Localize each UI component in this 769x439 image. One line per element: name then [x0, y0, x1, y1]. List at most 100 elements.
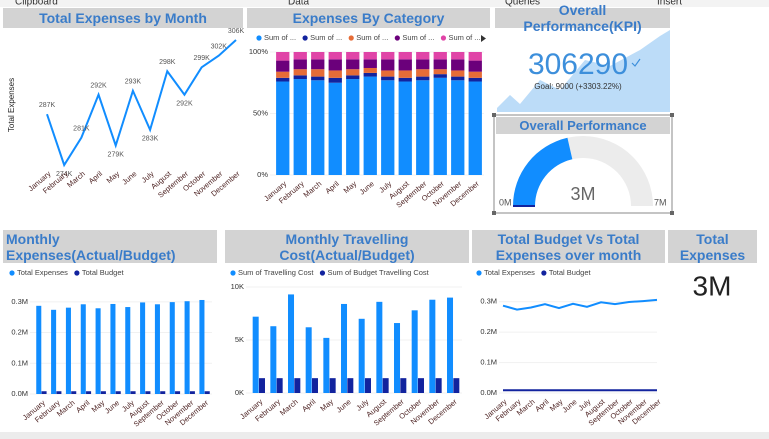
- y-tick-label: 0.3M: [480, 297, 497, 306]
- x-tick-label: May: [105, 169, 122, 185]
- bar: [80, 304, 86, 394]
- legend-marker: [230, 270, 236, 276]
- bar: [199, 299, 205, 394]
- data-label: 298K: [159, 59, 176, 66]
- bar: [329, 378, 336, 393]
- legend-marker: [476, 270, 482, 276]
- x-tick-label: March: [302, 179, 324, 199]
- ribbon-strip: [0, 0, 769, 7]
- bar-segment: [293, 69, 307, 76]
- bar-segment: [451, 52, 465, 60]
- bar-segment: [293, 52, 307, 60]
- bar-segment: [416, 69, 430, 77]
- chart-title: Monthly Travelling Cost(Actual/Budget): [225, 230, 469, 263]
- y-tick-label: 0.2M: [480, 327, 497, 336]
- x-tick-label: June: [334, 397, 352, 414]
- ribbon-label[interactable]: Data: [288, 0, 310, 8]
- data-label: 279K: [108, 151, 125, 158]
- y-tick-label: 100%: [249, 47, 269, 56]
- data-label: 274K: [56, 171, 73, 178]
- bar: [411, 310, 418, 393]
- handle: [670, 211, 674, 215]
- bar-segment: [451, 76, 465, 81]
- bar: [36, 305, 42, 394]
- bar-segment: [346, 59, 360, 70]
- bar-segment: [276, 77, 290, 82]
- bar-segment: [468, 71, 482, 78]
- data-label: 281K: [73, 126, 90, 133]
- gauge-value: [513, 137, 573, 206]
- data-label: 287K: [39, 102, 56, 109]
- bar: [189, 391, 195, 394]
- ribbon-label[interactable]: Insert: [657, 0, 682, 8]
- bar: [305, 327, 312, 393]
- legend-label: Total Expenses: [17, 268, 68, 277]
- x-tick-label: May: [342, 179, 359, 195]
- bar-segment: [276, 60, 290, 72]
- data-label: 292K: [90, 83, 107, 90]
- bar-segment: [311, 80, 325, 175]
- bar: [358, 318, 365, 393]
- bar-segment: [363, 52, 377, 60]
- bar-segment: [293, 59, 307, 70]
- y-axis-title: Total Expenses: [7, 78, 16, 132]
- bar-segment: [328, 52, 342, 60]
- bar-segment: [468, 77, 482, 82]
- bar: [56, 391, 62, 394]
- bar: [276, 378, 283, 393]
- bar-segment: [451, 80, 465, 175]
- bar-segment: [468, 52, 482, 61]
- y-tick-label: 0.1M: [480, 358, 497, 367]
- bar-segment: [398, 59, 412, 71]
- bar-segment: [433, 74, 447, 78]
- bar: [65, 307, 71, 394]
- legend-arrow[interactable]: [481, 35, 486, 42]
- legend-label: Total Budget: [82, 268, 125, 277]
- ribbon-label[interactable]: Clipboard: [15, 0, 58, 8]
- x-tick-label: April: [74, 398, 92, 415]
- y-tick-label: 0.3M: [11, 297, 28, 306]
- bar-segment: [416, 76, 430, 81]
- y-tick-label: 0.0M: [11, 389, 28, 398]
- chart-title: Overall Performance: [496, 117, 670, 134]
- bar: [447, 297, 454, 393]
- bar-segment: [328, 59, 342, 71]
- bar: [71, 391, 77, 394]
- chart-title: Total Budget Vs Total Expenses over mont…: [472, 230, 665, 263]
- legend-marker: [394, 35, 400, 41]
- bar: [175, 391, 181, 394]
- bar-segment: [381, 52, 395, 60]
- bar-segment: [311, 52, 325, 60]
- bar-segment: [433, 77, 447, 175]
- bar-segment: [398, 52, 412, 60]
- bar: [258, 378, 265, 393]
- handle: [492, 211, 496, 215]
- bar: [394, 323, 401, 393]
- bar: [184, 301, 190, 394]
- bar-segment: [398, 77, 412, 82]
- bar-segment: [311, 76, 325, 81]
- bar: [160, 391, 166, 394]
- data-label: 306K: [228, 28, 245, 35]
- x-tick-label: June: [103, 398, 121, 415]
- bar-segment: [276, 81, 290, 175]
- data-label: 302K: [211, 43, 228, 50]
- kpi-trend-area: [497, 30, 670, 112]
- legend-label: Sum of ...: [448, 33, 480, 42]
- bar-segment: [363, 76, 377, 175]
- legend-label: Sum of Budget Travelling Cost: [327, 268, 429, 277]
- bar-segment: [363, 67, 377, 73]
- x-tick-label: April: [300, 397, 318, 414]
- y-tick-label: 0%: [257, 170, 268, 179]
- bar: [270, 326, 277, 393]
- bar: [252, 316, 259, 393]
- gauge-min-label: 0M: [499, 197, 512, 207]
- chart-title: Overall Performance(KPI): [495, 2, 670, 34]
- legend-label: Total Budget: [549, 268, 592, 277]
- ribbon-label[interactable]: Queries: [505, 0, 540, 8]
- bar: [130, 391, 136, 394]
- kpi-value: 306290: [528, 48, 628, 81]
- data-label: 283K: [142, 136, 159, 143]
- data-label: 299K: [193, 55, 210, 62]
